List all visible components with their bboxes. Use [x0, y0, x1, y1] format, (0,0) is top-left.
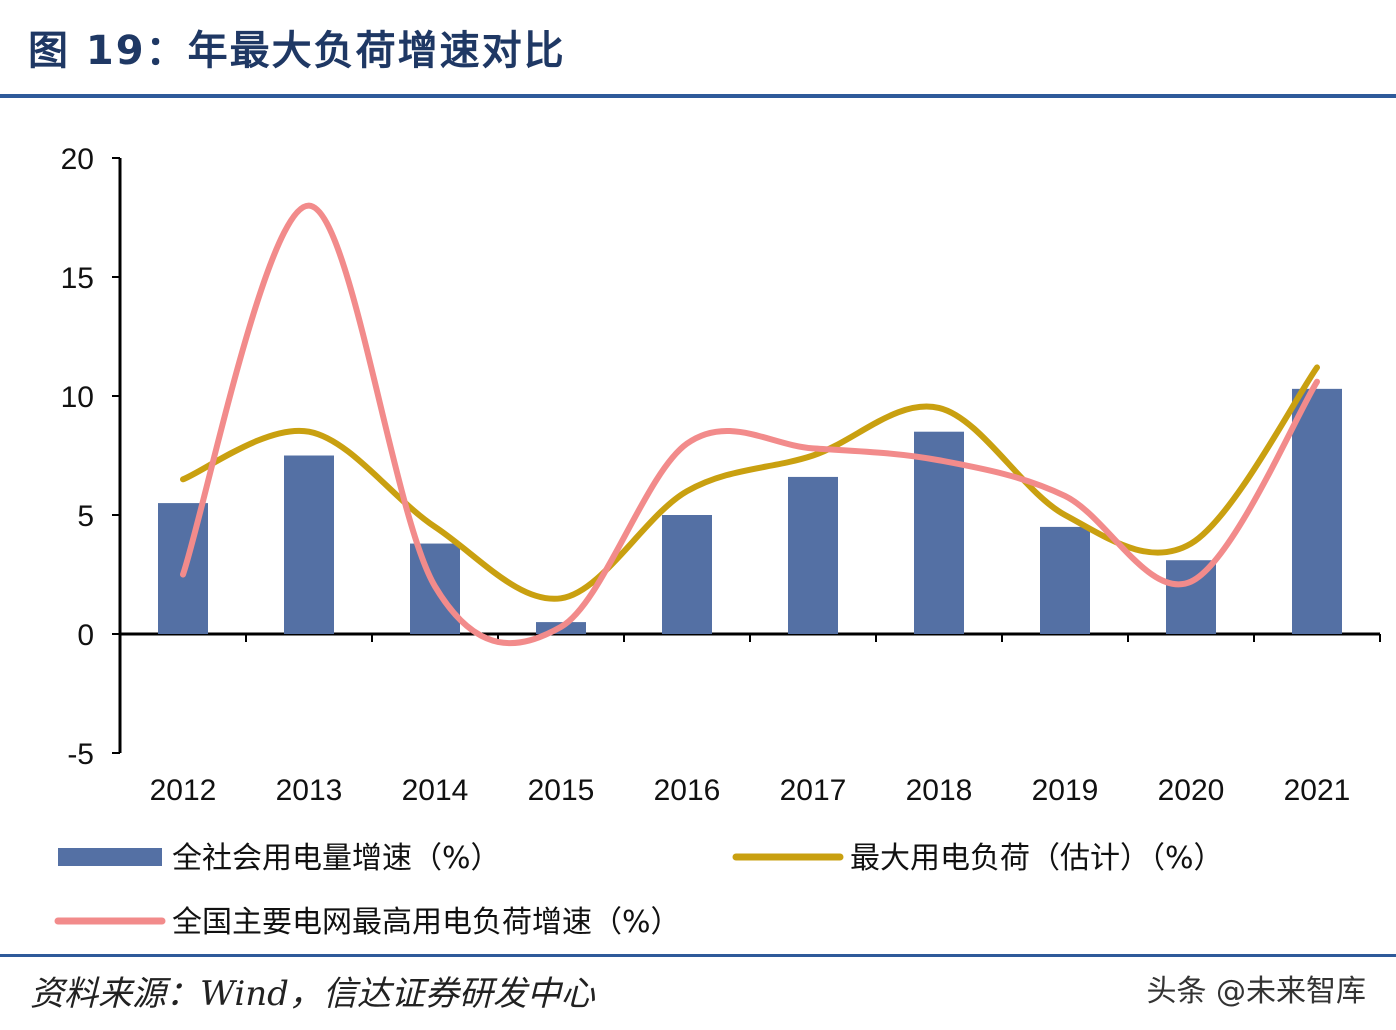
y-tick-label: 10	[61, 381, 94, 414]
legend-label: 全国主要电网最高用电负荷增速（%）	[172, 905, 681, 940]
y-tick-label: 20	[61, 143, 94, 176]
x-tick-label: 2018	[906, 774, 973, 807]
x-tick-label: 2013	[276, 774, 343, 807]
x-tick-label: 2017	[780, 774, 847, 807]
bar	[1292, 388, 1342, 634]
chart-title: 图 19：年最大负荷增速对比	[28, 28, 566, 74]
bar	[662, 515, 712, 634]
header-divider	[0, 94, 1396, 98]
x-tick-label: 2014	[402, 774, 469, 807]
y-tick-label: -5	[67, 738, 94, 771]
watermark: 头条 @未来智库	[1146, 974, 1366, 1009]
y-tick-label: 0	[77, 619, 94, 652]
x-tick-label: 2012	[150, 774, 217, 807]
series-line	[180, 202, 1320, 647]
x-tick-label: 2019	[1032, 774, 1099, 807]
bar	[284, 455, 334, 634]
x-tick-label: 2016	[654, 774, 721, 807]
bar	[788, 476, 838, 634]
legend-swatch	[58, 848, 162, 866]
y-tick-label: 5	[77, 500, 94, 533]
footer-divider	[0, 954, 1396, 957]
series-line	[180, 364, 1320, 602]
source-note: 资料来源：Wind，信达证券研发中心	[30, 974, 595, 1014]
y-tick-label: 15	[61, 262, 94, 295]
legend-label: 最大用电负荷（估计）（%）	[850, 841, 1224, 876]
legend-label: 全社会用电量增速（%）	[172, 841, 501, 876]
x-tick-label: 2021	[1284, 774, 1351, 807]
x-tick-label: 2015	[528, 774, 595, 807]
x-tick-label: 2020	[1158, 774, 1225, 807]
bar	[1040, 526, 1090, 634]
